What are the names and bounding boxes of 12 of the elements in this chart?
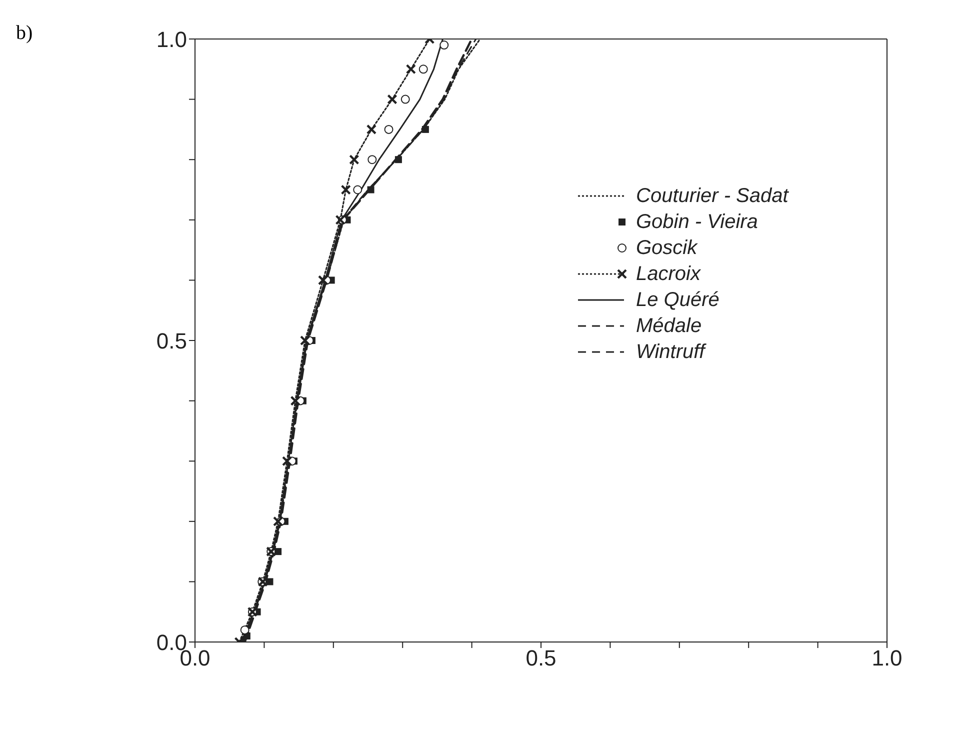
- legend-label: Gobin - Vieira: [636, 210, 758, 234]
- y-tick-label: 0.5: [156, 328, 187, 354]
- legend-label: Couturier - Sadat: [636, 184, 788, 208]
- x-tick-label: 1.0: [872, 646, 902, 671]
- legend-label: Médale: [636, 314, 702, 338]
- x-tick-label: 0.5: [526, 646, 556, 671]
- legend-label: Goscik: [636, 236, 698, 260]
- y-tick-label: 1.0: [156, 26, 187, 52]
- legend-label: Lacroix: [636, 262, 700, 286]
- legend-label: Le Quéré: [636, 288, 720, 312]
- text: b): [16, 22, 33, 44]
- legend-label: Wintruff: [636, 340, 705, 364]
